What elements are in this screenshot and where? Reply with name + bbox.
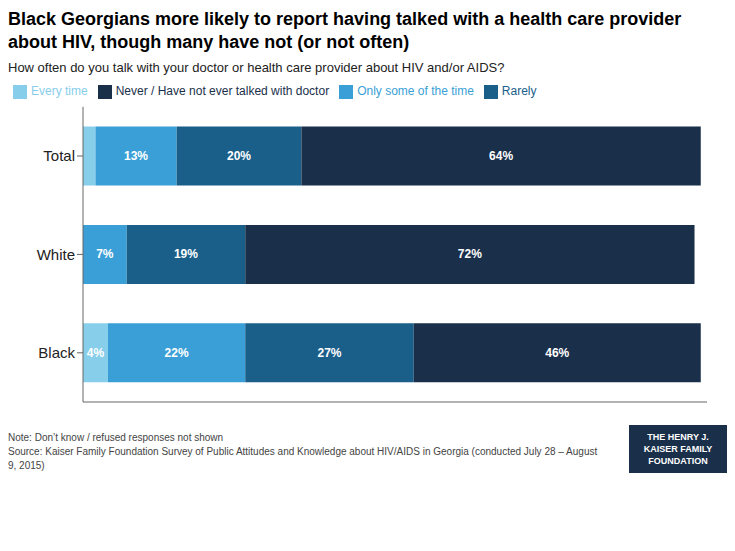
svg-text:20%: 20% [227,149,251,163]
svg-text:13%: 13% [124,149,148,163]
html-text:Black Georgians more likely to: Black Georgians more likely to report ha… [8,9,682,52]
html-text:Note: Don’t know / refused res: Note: Don’t know / refused responses not… [8,432,224,443]
html-text:Only some of the time: Only some of the time [357,84,474,98]
html-text:Every time: Every time [31,84,88,98]
svg-text:22%: 22% [165,346,189,360]
svg-text:64%: 64% [489,149,513,163]
svg-text:19%: 19% [174,247,198,261]
svg-text:Black: Black [38,344,75,361]
svg-text:White: White [37,246,75,263]
svg-text:Total: Total [43,147,75,164]
html-text:Never / Have not ever talked w: Never / Have not ever talked with doctor [115,84,330,98]
svg-text:72%: 72% [458,247,482,261]
html-text:How often do you talk with you: How often do you talk with your doctor o… [8,60,505,75]
svg-text:4%: 4% [87,346,105,360]
svg-text:27%: 27% [317,346,341,360]
html-text:THE HENRY J. KAISER FAMILY FOU: THE HENRY J. KAISER FAMILY FOUNDATION [643,432,713,466]
svg-text:46%: 46% [545,346,569,360]
html-text:Rarely: Rarely [501,84,537,98]
svg-text:7%: 7% [96,247,114,261]
html-text:Source: Kaiser Family Foundati: Source: Kaiser Family Foundation Survey … [8,446,598,471]
